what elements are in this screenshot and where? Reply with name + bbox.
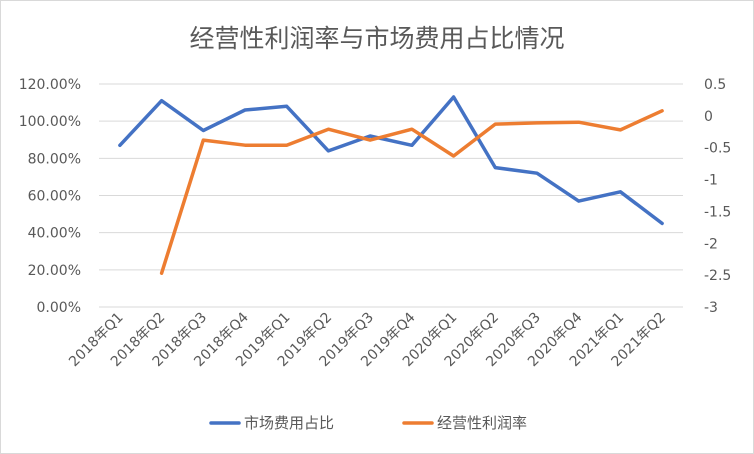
right-tick-label-4: -1 — [704, 173, 718, 189]
left-tick-label-0: 0.00% — [37, 300, 81, 316]
right-tick-label-1: -2.5 — [704, 268, 731, 284]
left-tick-label-6: 120.00% — [19, 77, 81, 93]
right-tick-label-2: -2 — [704, 236, 718, 252]
legend-label-0: 市场费用占比 — [244, 414, 334, 432]
chart-title: 经营性利润率与市场费用占比情况 — [189, 24, 564, 53]
series-line-0 — [118, 95, 664, 226]
legend: 市场费用占比 经营性利润率 — [209, 414, 527, 432]
right-axis-ticks: -3 -2.5 -2 -1.5 -1 -0.5 0 0.5 — [704, 77, 731, 316]
right-tick-label-0: -3 — [704, 300, 718, 316]
left-tick-label-2: 40.00% — [28, 226, 81, 242]
right-tick-label-5: -0.5 — [704, 141, 731, 157]
legend-label-1: 经营性利润率 — [437, 414, 527, 432]
left-tick-label-3: 60.00% — [28, 189, 81, 205]
series-lines — [118, 95, 664, 275]
left-tick-label-4: 80.00% — [28, 151, 81, 167]
right-tick-label-6: 0 — [704, 109, 713, 125]
left-tick-label-1: 20.00% — [28, 263, 81, 279]
left-axis-ticks: 0.00% 20.00% 40.00% 60.00% 80.00% 100.00% 120.… — [19, 77, 81, 316]
right-tick-label-7: 0.5 — [704, 77, 726, 93]
right-tick-label-3: -1.5 — [704, 204, 731, 220]
x-axis-ticks: 2018年Q12018年Q22018年Q32018年Q42019年Q12019年… — [66, 309, 669, 370]
left-tick-label-5: 100.00% — [19, 114, 81, 130]
series-line-1 — [159, 109, 664, 275]
